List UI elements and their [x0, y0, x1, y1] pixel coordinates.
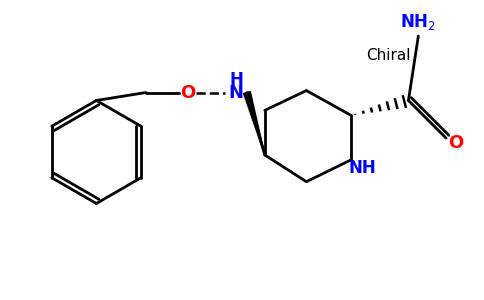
Text: NH: NH [349, 159, 377, 177]
Polygon shape [243, 92, 265, 155]
Text: NH$_2$: NH$_2$ [400, 12, 436, 32]
Text: H: H [229, 71, 243, 89]
Text: Chiral: Chiral [366, 48, 411, 63]
Text: N: N [228, 83, 243, 101]
Text: O: O [180, 83, 195, 101]
Text: O: O [448, 134, 464, 152]
